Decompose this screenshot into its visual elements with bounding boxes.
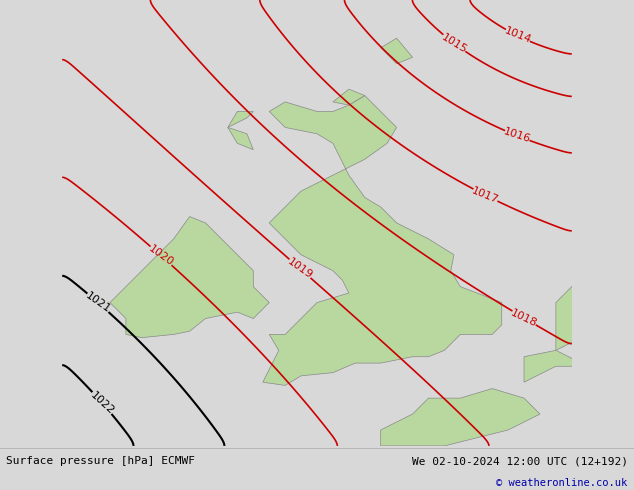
Polygon shape <box>333 89 365 105</box>
Text: 1019: 1019 <box>286 256 314 281</box>
Text: Surface pressure [hPa] ECMWF: Surface pressure [hPa] ECMWF <box>6 456 195 466</box>
Text: © weatheronline.co.uk: © weatheronline.co.uk <box>496 478 628 489</box>
Text: 1022: 1022 <box>88 390 116 416</box>
Polygon shape <box>524 350 588 382</box>
Text: 1017: 1017 <box>470 185 500 205</box>
Text: We 02-10-2024 12:00 UTC (12+192): We 02-10-2024 12:00 UTC (12+192) <box>411 456 628 466</box>
Text: 1015: 1015 <box>439 32 469 55</box>
Polygon shape <box>110 217 269 338</box>
Polygon shape <box>228 127 254 150</box>
Polygon shape <box>228 111 254 127</box>
Text: 1018: 1018 <box>509 307 539 329</box>
Text: 1020: 1020 <box>146 244 176 268</box>
Polygon shape <box>263 96 501 385</box>
Text: 1021: 1021 <box>84 291 112 315</box>
Polygon shape <box>380 38 413 64</box>
Polygon shape <box>556 270 619 350</box>
Polygon shape <box>588 64 634 127</box>
Polygon shape <box>380 389 540 446</box>
Text: 1016: 1016 <box>502 126 532 145</box>
Text: 1014: 1014 <box>503 26 533 46</box>
